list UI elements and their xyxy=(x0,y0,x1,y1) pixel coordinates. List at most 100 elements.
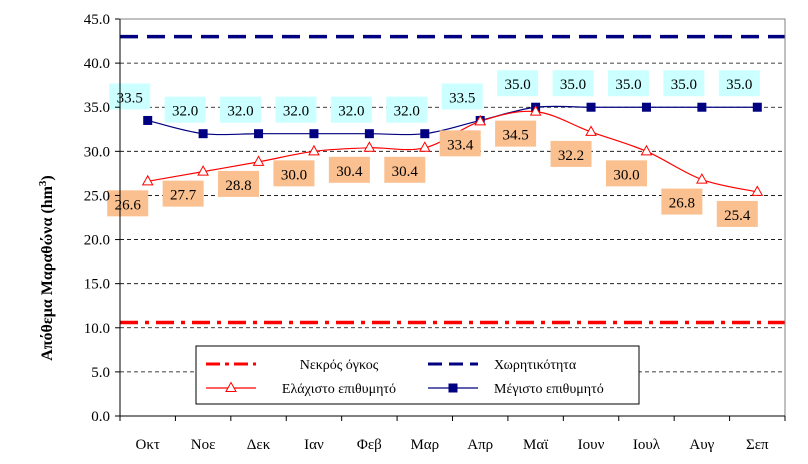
max-desired-data-label: 32.0 xyxy=(338,104,364,120)
max-desired-label-box xyxy=(663,70,705,97)
max-desired-data-label: 32.0 xyxy=(283,104,309,120)
min-desired-label-box xyxy=(162,180,204,207)
min-desired-label-box xyxy=(661,188,703,215)
max-desired-marker xyxy=(752,102,762,112)
x-tick-label: Οκτ xyxy=(135,437,159,453)
y-tick-label: 15.0 xyxy=(84,277,110,293)
max-desired-marker xyxy=(143,115,153,125)
max-desired-marker xyxy=(198,129,208,139)
min-desired-marker xyxy=(197,165,209,176)
legend: Νεκρός όγκος Χωρητικότητα Ελάχιστο επιθυμη… xyxy=(195,345,640,405)
min-desired-marker xyxy=(141,174,154,186)
x-tick-label: Νοε xyxy=(191,437,216,453)
max-desired-marker xyxy=(420,129,430,139)
min-desired-label-box xyxy=(605,160,647,187)
max-desired-marker xyxy=(364,129,374,139)
x-tick-label: Ιουλ xyxy=(633,437,661,453)
min-desired-label-box xyxy=(273,160,315,187)
min-desired-marker xyxy=(529,105,542,116)
max-desired-marker xyxy=(254,129,264,139)
min-desired-label-box xyxy=(107,190,149,217)
min-desired-label-box xyxy=(439,130,481,157)
max-desired-label-box xyxy=(441,83,483,110)
max-desired-data-label: 33.5 xyxy=(449,90,475,106)
x-tick-label: Δεκ xyxy=(247,437,271,453)
legend-box xyxy=(195,345,640,405)
min-desired-data-label: 26.6 xyxy=(115,197,142,213)
min-desired-label-box xyxy=(495,120,537,147)
max-desired-data-label: 35.0 xyxy=(615,77,641,93)
max-desired-label-box xyxy=(330,96,372,123)
max-desired-label-box xyxy=(607,70,649,97)
max-desired-data-label: 33.5 xyxy=(117,90,143,106)
min-desired-marker xyxy=(308,144,320,156)
x-tick-label: Απρ xyxy=(467,437,493,453)
max-desired-data-label: 35.0 xyxy=(671,77,697,93)
x-tick-label: Σεπ xyxy=(746,437,769,453)
y-axis-label: Απόθεμα Μαραθώνα (hm3) xyxy=(37,175,56,361)
min-desired-data-label: 30.4 xyxy=(392,164,419,180)
min-desired-label-box xyxy=(550,140,592,167)
min-desired-marker xyxy=(363,141,376,152)
min-desired-label-box xyxy=(716,200,758,227)
y-tick-label: 25.0 xyxy=(84,188,110,204)
min-desired-label-box xyxy=(384,156,426,183)
y-tick-label: 35.0 xyxy=(84,100,110,116)
min-desired-marker xyxy=(696,173,708,184)
y-tick-label: 40.0 xyxy=(84,56,110,72)
x-tick-label: Αυγ xyxy=(689,437,714,453)
max-desired-marker xyxy=(697,102,707,112)
max-desired-marker xyxy=(641,102,651,112)
x-tick-label: Φεβ xyxy=(357,437,382,453)
max-desired-data-label: 35.0 xyxy=(560,77,586,93)
min-desired-marker xyxy=(252,155,265,166)
legend-dead-volume-label: Νεκρός όγκος xyxy=(300,358,379,373)
max-desired-line xyxy=(147,105,758,136)
legend-min-desired-label: Ελάχιστο επιθυμητό xyxy=(282,382,396,397)
max-desired-data-label: 32.0 xyxy=(394,104,420,120)
max-desired-data-label: 32.0 xyxy=(227,104,253,120)
min-desired-data-label: 30.4 xyxy=(336,164,363,180)
max-desired-marker xyxy=(586,102,596,112)
y-tick-label: 30.0 xyxy=(84,144,110,160)
min-desired-label-box xyxy=(328,156,370,183)
min-desired-data-label: 26.8 xyxy=(669,196,695,212)
max-desired-label-box xyxy=(552,70,594,97)
x-tick-label: Μαρ xyxy=(410,437,439,453)
legend-min-desired-marker xyxy=(225,381,237,392)
min-desired-marker xyxy=(751,185,764,196)
y-tick-label: 0.0 xyxy=(91,409,110,425)
axes: 0.0 5.0 10.0 15.0 20.0 25.0 30.0 35.0 40.0 45.0 Οκ… xyxy=(84,12,786,453)
min-desired-data-label: 33.4 xyxy=(447,137,474,153)
y-tick-label: 20.0 xyxy=(84,233,110,249)
min-desired-data-label: 34.5 xyxy=(503,128,529,144)
y-tick-label: 5.0 xyxy=(91,365,110,381)
legend-max-desired-label: Μέγιστο επιθυμητό xyxy=(494,382,604,397)
y-tick-label: 45.0 xyxy=(84,12,110,28)
min-desired-marker xyxy=(474,114,487,126)
series-markers xyxy=(141,102,764,196)
max-desired-label-box xyxy=(386,96,428,123)
max-desired-data-label: 35.0 xyxy=(505,77,531,93)
y-tick-label: 10.0 xyxy=(84,321,110,337)
x-tick-label: Ιαν xyxy=(304,437,324,453)
max-desired-label-box xyxy=(497,70,539,97)
min-desired-marker xyxy=(418,141,431,152)
min-desired-marker xyxy=(585,125,597,136)
x-tick-label: Μαϊ xyxy=(523,437,548,453)
min-desired-data-label: 25.4 xyxy=(724,208,751,224)
max-desired-label-box xyxy=(275,96,317,123)
x-tick-label: Ιουν xyxy=(578,437,605,453)
max-desired-label-box xyxy=(109,83,151,110)
max-desired-label-box xyxy=(718,70,760,97)
min-desired-data-label: 30.0 xyxy=(281,167,307,183)
reference-lines xyxy=(120,34,785,325)
min-desired-data-label: 32.2 xyxy=(558,148,584,164)
max-desired-marker xyxy=(309,129,319,139)
legend-max-desired-marker xyxy=(448,383,458,393)
max-desired-data-label: 32.0 xyxy=(172,104,198,120)
data-labels: 33.5 32.0 32.0 32.0 32.0 32.0 33.5 35.0 35.0 35.0… xyxy=(107,70,760,227)
min-desired-data-label: 28.8 xyxy=(225,178,251,194)
min-desired-data-label: 30.0 xyxy=(613,167,639,183)
